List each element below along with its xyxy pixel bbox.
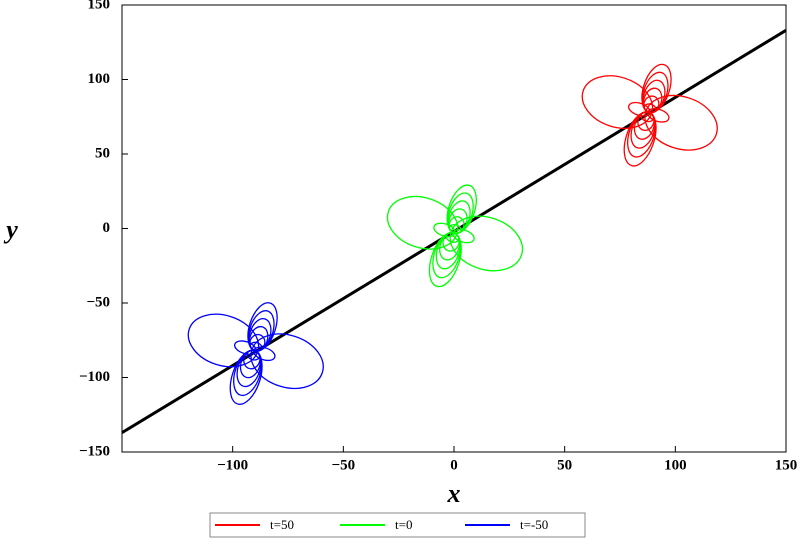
x-tick-label: 150 <box>775 457 798 473</box>
x-axis-label: x <box>447 479 461 508</box>
y-tick-label: −150 <box>79 443 110 459</box>
y-tick-label: 150 <box>88 0 111 12</box>
soliton-contour <box>581 63 718 167</box>
lobe <box>250 333 324 390</box>
lobe <box>623 111 657 167</box>
soliton-contour <box>187 302 324 405</box>
x-tick-label: 0 <box>450 457 458 473</box>
lobe <box>449 215 524 272</box>
legend-label: t=0 <box>395 517 412 532</box>
legend-box <box>209 512 586 538</box>
lobe <box>644 94 718 151</box>
legend-label: t=-50 <box>520 517 548 532</box>
y-tick-label: 50 <box>95 145 110 161</box>
y-tick-label: −100 <box>79 369 110 385</box>
x-tick-label: 100 <box>664 457 687 473</box>
lobe <box>229 349 263 405</box>
lobe <box>428 231 462 288</box>
x-tick-label: −50 <box>332 457 356 473</box>
x-tick-label: −100 <box>217 457 248 473</box>
y-axis-label: y <box>3 215 18 244</box>
soliton-contour <box>386 184 524 288</box>
y-tick-label: 0 <box>103 220 111 236</box>
y-tick-label: −50 <box>86 294 110 310</box>
x-tick-label: 50 <box>557 457 572 473</box>
y-tick-label: 100 <box>88 71 111 87</box>
legend-label: t=50 <box>270 517 294 532</box>
